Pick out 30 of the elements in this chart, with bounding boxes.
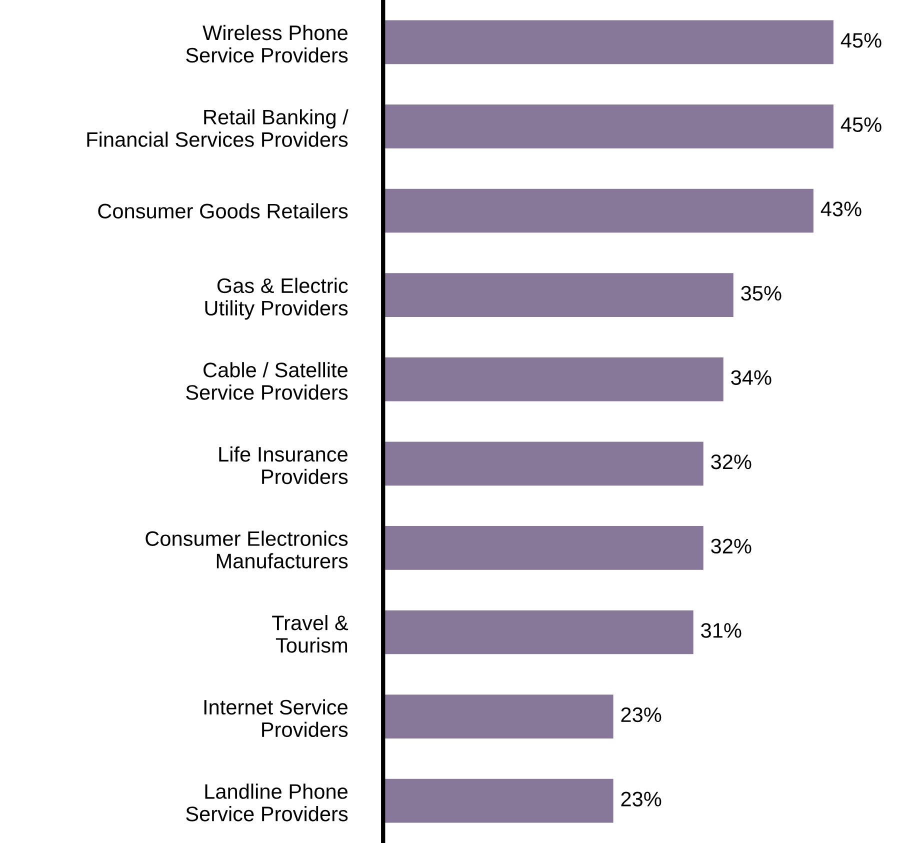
data-label: 45%: [840, 33, 882, 48]
bar: [383, 694, 614, 738]
bar: [383, 188, 814, 233]
bar: [383, 526, 704, 570]
y-tick-label: Landline Phone Service Providers: [186, 784, 348, 822]
y-tick-label: Cable / Satellite Service Providers: [186, 362, 348, 400]
y-tick-label: Wireless Phone Service Providers: [186, 24, 348, 63]
y-tick-label: Life Insurance Providers: [219, 446, 348, 484]
data-label: 35%: [741, 286, 782, 301]
data-label: 23%: [621, 707, 662, 722]
data-label: 32%: [711, 454, 752, 470]
bar: [383, 357, 724, 402]
y-tick-label: Consumer Goods Retailers: [98, 203, 348, 219]
data-label: 45%: [840, 117, 882, 132]
data-label: 34%: [731, 370, 772, 385]
y-tick-label: Gas & Electric Utility Providers: [205, 278, 348, 320]
bar: [383, 442, 704, 486]
y-tick-label: Internet Service Providers: [204, 699, 348, 738]
y-tick-label: Travel & Tourism: [272, 614, 348, 653]
bar: [383, 610, 694, 654]
y-tick-label: Consumer Electronics Manufacturers: [146, 530, 348, 568]
data-label: 43%: [820, 202, 862, 216]
bar: [383, 778, 614, 823]
bar: [383, 20, 834, 64]
bar: [383, 273, 734, 317]
data-label: 31%: [701, 623, 742, 638]
y-tick-label: Retail Banking / Financial Services Providers: [87, 109, 348, 147]
data-label: 32%: [711, 538, 752, 554]
bar: [383, 104, 834, 148]
data-label: 23%: [621, 792, 662, 806]
